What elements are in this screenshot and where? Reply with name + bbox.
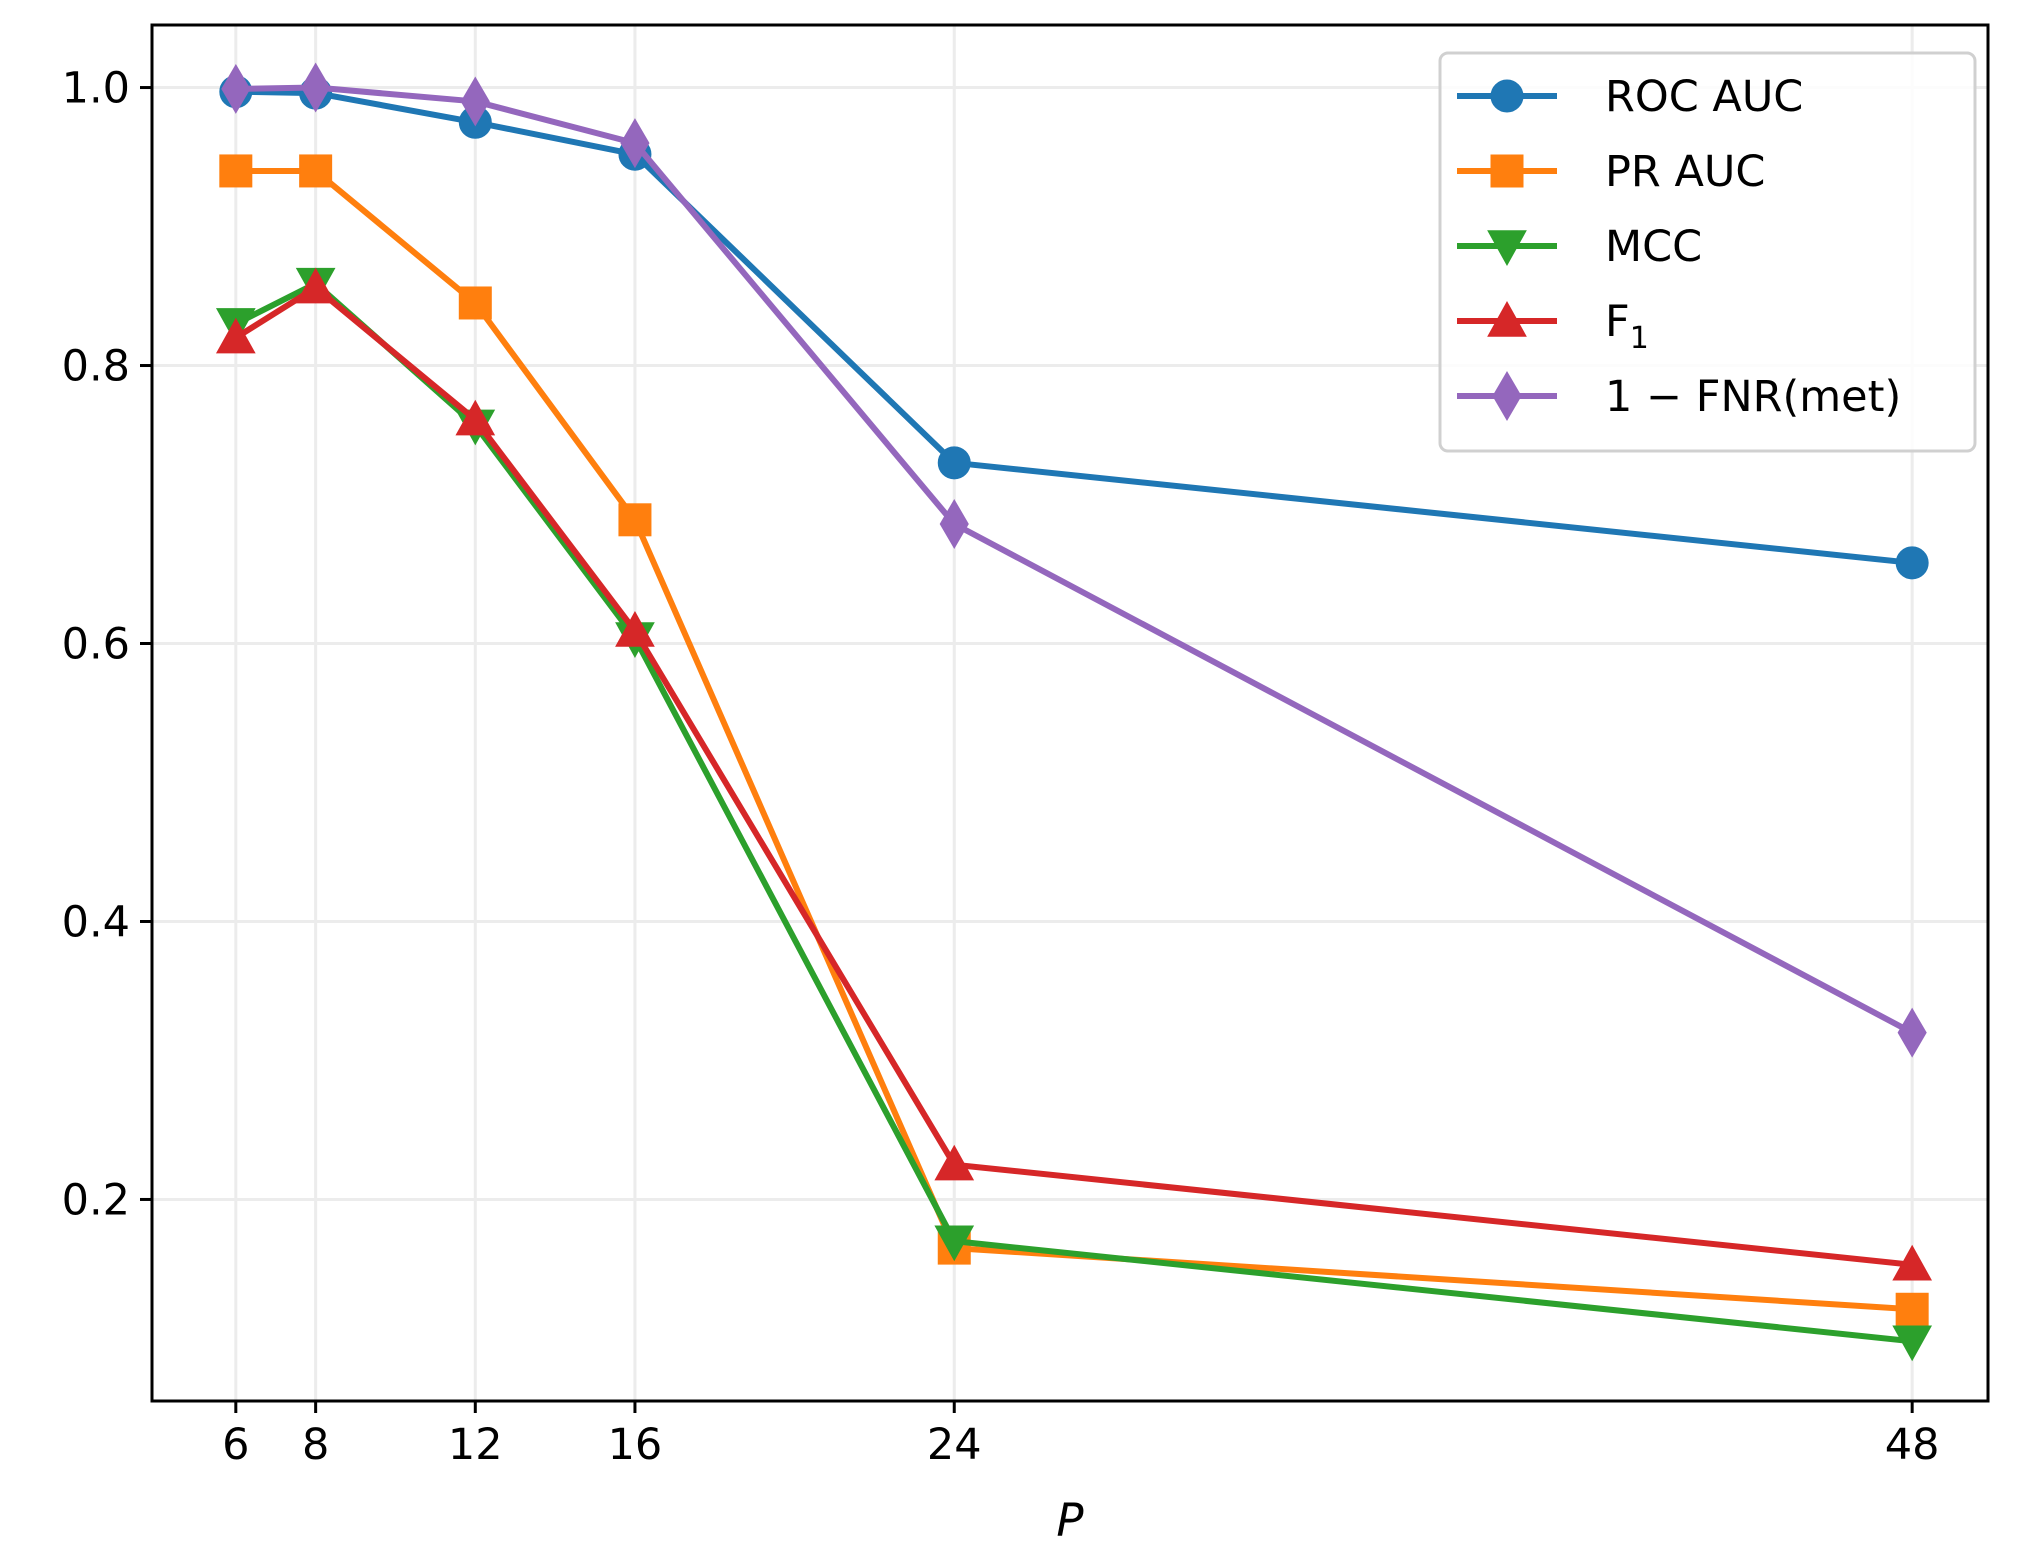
- data-point-roc-auc: [1895, 546, 1929, 580]
- legend-marker-mcc: [1487, 230, 1527, 267]
- data-point-f1: [1892, 1244, 1933, 1281]
- legend-label-pr-auc: PR AUC: [1605, 147, 1765, 197]
- legend-marker-f1: [1487, 300, 1527, 337]
- y-tick-label: 0.6: [62, 620, 130, 670]
- legend-entry-mcc: MCC: [1457, 222, 1702, 272]
- series-line-mcc: [234, 280, 1913, 1345]
- data-point-mcc: [934, 1225, 975, 1262]
- x-tick-label: 48: [1885, 1420, 1940, 1470]
- legend-label-1-fnr-met: 1 − FNR(met): [1605, 372, 1901, 422]
- legend-label-subscript: 1: [1630, 321, 1649, 356]
- legend-entry-roc-auc: ROC AUC: [1457, 72, 1803, 122]
- x-tick-label: 12: [448, 1420, 503, 1470]
- legend-label-roc-auc: ROC AUC: [1605, 72, 1803, 122]
- data-point-mcc: [1892, 1325, 1933, 1362]
- legend-entry-1-fnr-met: 1 − FNR(met): [1457, 371, 1901, 422]
- legend-box: [1438, 51, 1977, 453]
- data-point-1-fnr-met: [460, 76, 490, 127]
- data-point-f1: [934, 1144, 975, 1181]
- data-point-roc-auc: [937, 446, 971, 480]
- legend-marker-pr-auc: [1490, 154, 1524, 188]
- axis-ticks: 6 8 12 16 24 48 0.2 0.4 0.6 0.8 1.0: [62, 64, 1940, 1470]
- legend-marker-roc-auc: [1490, 79, 1524, 113]
- data-point-pr-auc: [458, 286, 492, 320]
- data-point-f1: [455, 399, 496, 436]
- legend-label-mcc: MCC: [1605, 222, 1702, 272]
- data-point-pr-auc: [1895, 1292, 1929, 1326]
- x-axis-label: P: [1056, 1494, 1084, 1547]
- series-f1: [215, 267, 1933, 1281]
- data-point-pr-auc: [299, 154, 333, 188]
- y-tick-label: 0.8: [62, 342, 130, 392]
- data-point-1-fnr-met: [620, 118, 650, 169]
- y-tick-label: 1.0: [62, 64, 130, 114]
- y-tick-label: 0.2: [62, 1175, 130, 1225]
- legend-entry-pr-auc: PR AUC: [1457, 147, 1765, 197]
- plot-area-frame: [150, 23, 1990, 1403]
- x-tick-label: 16: [608, 1420, 663, 1470]
- data-point-1-fnr-met: [221, 63, 251, 114]
- series-layer: [215, 62, 1933, 1362]
- data-point-pr-auc: [618, 503, 652, 537]
- x-tick-label: 24: [927, 1420, 982, 1470]
- x-tick-label: 6: [222, 1420, 249, 1470]
- data-point-f1: [295, 267, 336, 304]
- data-point-1-fnr-met: [301, 62, 331, 113]
- legend-marker-1-fnr-met: [1492, 371, 1522, 421]
- data-point-1-fnr-met: [939, 498, 969, 549]
- x-tick-label: 8: [302, 1420, 329, 1470]
- y-tick-label: 0.4: [62, 897, 130, 947]
- data-point-pr-auc: [219, 154, 253, 188]
- data-point-1-fnr-met: [1897, 1007, 1927, 1058]
- data-point-f1: [615, 610, 655, 647]
- series-1-fnr-met: [221, 62, 1927, 1058]
- data-point-f1: [215, 317, 256, 354]
